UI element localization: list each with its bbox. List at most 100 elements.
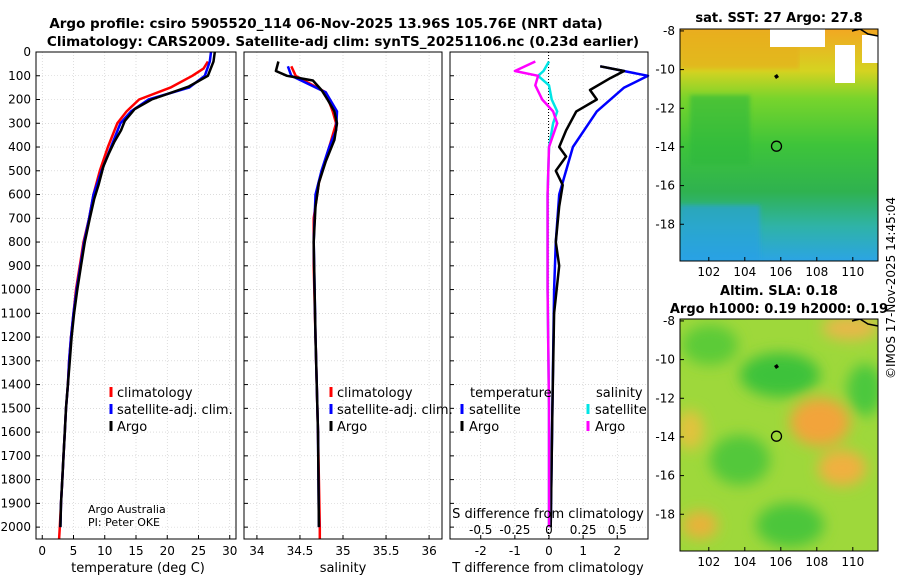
x-tick-label: 10: [97, 544, 112, 558]
x-tick-label: 2: [613, 544, 621, 558]
map-y-tick-label: -16: [655, 179, 675, 193]
y-tick-label: 300: [8, 116, 31, 130]
y-tick-label: 500: [8, 164, 31, 178]
map-y-tick-label: -10: [655, 353, 675, 367]
map-x-tick-label: 106: [769, 555, 792, 569]
salinity-panel: 34 34.5 35 35.5 36 salinity climatology sate…: [243, 51, 453, 576]
difference-panel: -2 -1 0 1 2 T difference from climatology S …: [449, 51, 650, 576]
map-x-tick-label: 110: [841, 555, 864, 569]
sla-map-field: [680, 319, 878, 551]
temperature-lines: [57, 51, 217, 540]
figure-title-line2: Climatology: CARS2009. Satellite-adj cli…: [47, 34, 639, 50]
sla-map-frame: [679, 318, 879, 552]
coastline: [851, 319, 878, 327]
sla-high-blob: [680, 410, 704, 450]
sla-low-blob: [847, 364, 878, 416]
legend-climatology-label: climatology: [117, 386, 193, 401]
map-x-tick-label: 106: [769, 265, 792, 279]
sla-map-panel: Altim. SLA: 0.18 Argo h1000: 0.19 h2000:…: [655, 284, 888, 569]
series-line-climatology: [57, 60, 209, 540]
x-tick-label: 25: [191, 544, 206, 558]
salinity-xlabel: salinity: [320, 561, 367, 576]
map-x-tick-label: 108: [805, 265, 828, 279]
s-tick-label: -0.5: [469, 523, 492, 537]
x-tick-label: 0: [38, 544, 46, 558]
temperature-panel: 0100200300400500600700800900100011001200…: [0, 45, 237, 576]
x-tick-label: 34.5: [287, 544, 314, 558]
sla-low-blob: [740, 353, 820, 397]
y-tick-label: 800: [8, 235, 31, 249]
sst-missing-data-patch: [770, 29, 825, 47]
legend-temp-satellite-label: satellite: [469, 403, 521, 418]
map-y-tick-label: -8: [663, 314, 675, 328]
x-tick-label: 34: [249, 544, 264, 558]
x-tick-label: 30: [222, 544, 237, 558]
y-tick-label: 200: [8, 93, 31, 107]
series-line-satellite-adj-clim-: [286, 65, 339, 528]
s-tick-label: -0.25: [499, 523, 530, 537]
x-tick-label: 1: [579, 544, 587, 558]
y-tick-label: 1500: [0, 401, 31, 415]
y-tick-label: 600: [8, 188, 31, 202]
salinity-grid: [244, 51, 442, 539]
difference-xlabel: T difference from climatology: [451, 561, 644, 576]
temperature-ticks: 0100200300400500600700800900100011001200…: [0, 45, 237, 558]
sla-high-blob: [790, 398, 850, 446]
y-tick-label: 100: [8, 69, 31, 83]
imos-watermark: ©IMOS 17-Nov-2025 14:45:04: [884, 197, 898, 379]
sla-map-ticks: 102 104 106 108 110 -8 -10 -12 -14 -16 -18: [655, 314, 864, 569]
s-tick-label: 0.5: [608, 523, 627, 537]
x-tick-label: 36: [421, 544, 436, 558]
difference-ticks: -2 -1 0 1 2: [450, 51, 621, 558]
credit-line2: PI: Peter OKE: [88, 516, 160, 529]
y-tick-label: 700: [8, 211, 31, 225]
map-x-tick-label: 102: [697, 555, 720, 569]
s-tick-label: 0.25: [570, 523, 597, 537]
temperature-legend: climatology satellite-adj. clim. Argo: [109, 386, 233, 435]
salinity-ticks: 34 34.5 35 35.5 36: [244, 51, 437, 558]
sst-missing-data-patch: [862, 35, 878, 63]
sla-field-blobs: [680, 319, 878, 547]
island-marker: [774, 364, 779, 369]
legend-sal-satellite-label: satellite: [595, 403, 647, 418]
y-tick-label: 1600: [0, 425, 31, 439]
sla-low-blob: [710, 435, 770, 485]
sla-low-blob: [682, 325, 738, 365]
sla-map-title-line1: Altim. SLA: 0.18: [720, 284, 838, 299]
map-x-tick-label: 102: [697, 265, 720, 279]
legend-climatology-label: climatology: [337, 386, 413, 401]
map-y-tick-label: -16: [655, 469, 675, 483]
map-y-tick-label: -8: [663, 24, 675, 38]
legend-temp-argo-label: Argo: [469, 420, 499, 435]
map-x-tick-label: 104: [733, 265, 756, 279]
x-tick-label: -1: [509, 544, 521, 558]
s-difference-ticks: -0.5 -0.25 0 0.25 0.5: [469, 523, 627, 537]
temperature-grid: [36, 51, 236, 539]
sla-high-blob: [818, 450, 866, 486]
x-tick-label: 15: [128, 544, 143, 558]
y-tick-label: 1800: [0, 473, 31, 487]
sst-map-frame: [679, 28, 879, 262]
sst-map-field: [680, 29, 878, 261]
y-tick-label: 2000: [0, 520, 31, 534]
legend-argo-label: Argo: [337, 420, 367, 435]
y-tick-label: 1200: [0, 330, 31, 344]
x-tick-label: 35.5: [373, 544, 400, 558]
argo-profile-marker: [770, 430, 783, 442]
y-tick-label: 1300: [0, 354, 31, 368]
sst-map-panel: sat. SST: 27 Argo: 27.8 102 104 106 108 110 -…: [655, 11, 879, 279]
map-y-tick-label: -12: [655, 101, 675, 115]
credit-line1: Argo Australia: [88, 503, 166, 516]
temperature-xlabel: temperature (deg C): [71, 561, 205, 576]
map-y-tick-label: -18: [655, 217, 675, 231]
sla-map-title-line2: Argo h1000: 0.19 h2000: 0.19: [670, 302, 888, 317]
legend-salinity-title: salinity: [596, 386, 643, 401]
y-tick-label: 1700: [0, 449, 31, 463]
y-tick-label: 1400: [0, 378, 31, 392]
s-difference-axis-label: S difference from climatology: [452, 507, 644, 522]
legend-temperature-title: temperature: [470, 386, 552, 401]
series-line-salinity-argo: [513, 60, 559, 528]
sst-map-ticks: 102 104 106 108 110 -8 -10 -12 -14 -16 -18: [655, 24, 864, 279]
difference-legend: temperature salinity satellite Argo sate…: [460, 386, 647, 435]
